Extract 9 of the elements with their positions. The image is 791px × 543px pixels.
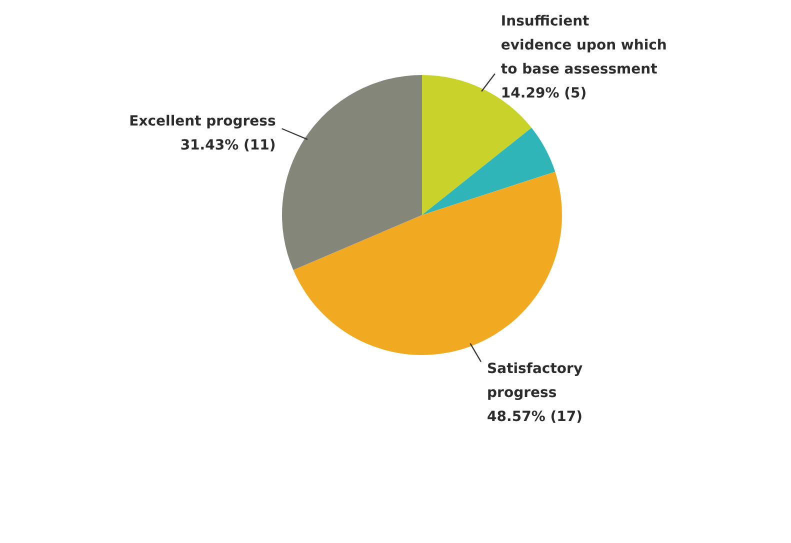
data-label: 14.29% (5)	[500, 86, 587, 102]
pie-slice	[422, 128, 556, 215]
slice-label: Excellent progress	[129, 114, 276, 130]
data-label: 31.43% (11)	[180, 138, 276, 154]
slice-label: Satisfactory progress	[487, 360, 583, 401]
pie-slice	[293, 172, 562, 355]
pie-slice	[282, 75, 422, 270]
data-label: 48.57% (17)	[487, 408, 583, 425]
slice-label: Insufficient evidence upon which to base assessment	[500, 14, 667, 78]
